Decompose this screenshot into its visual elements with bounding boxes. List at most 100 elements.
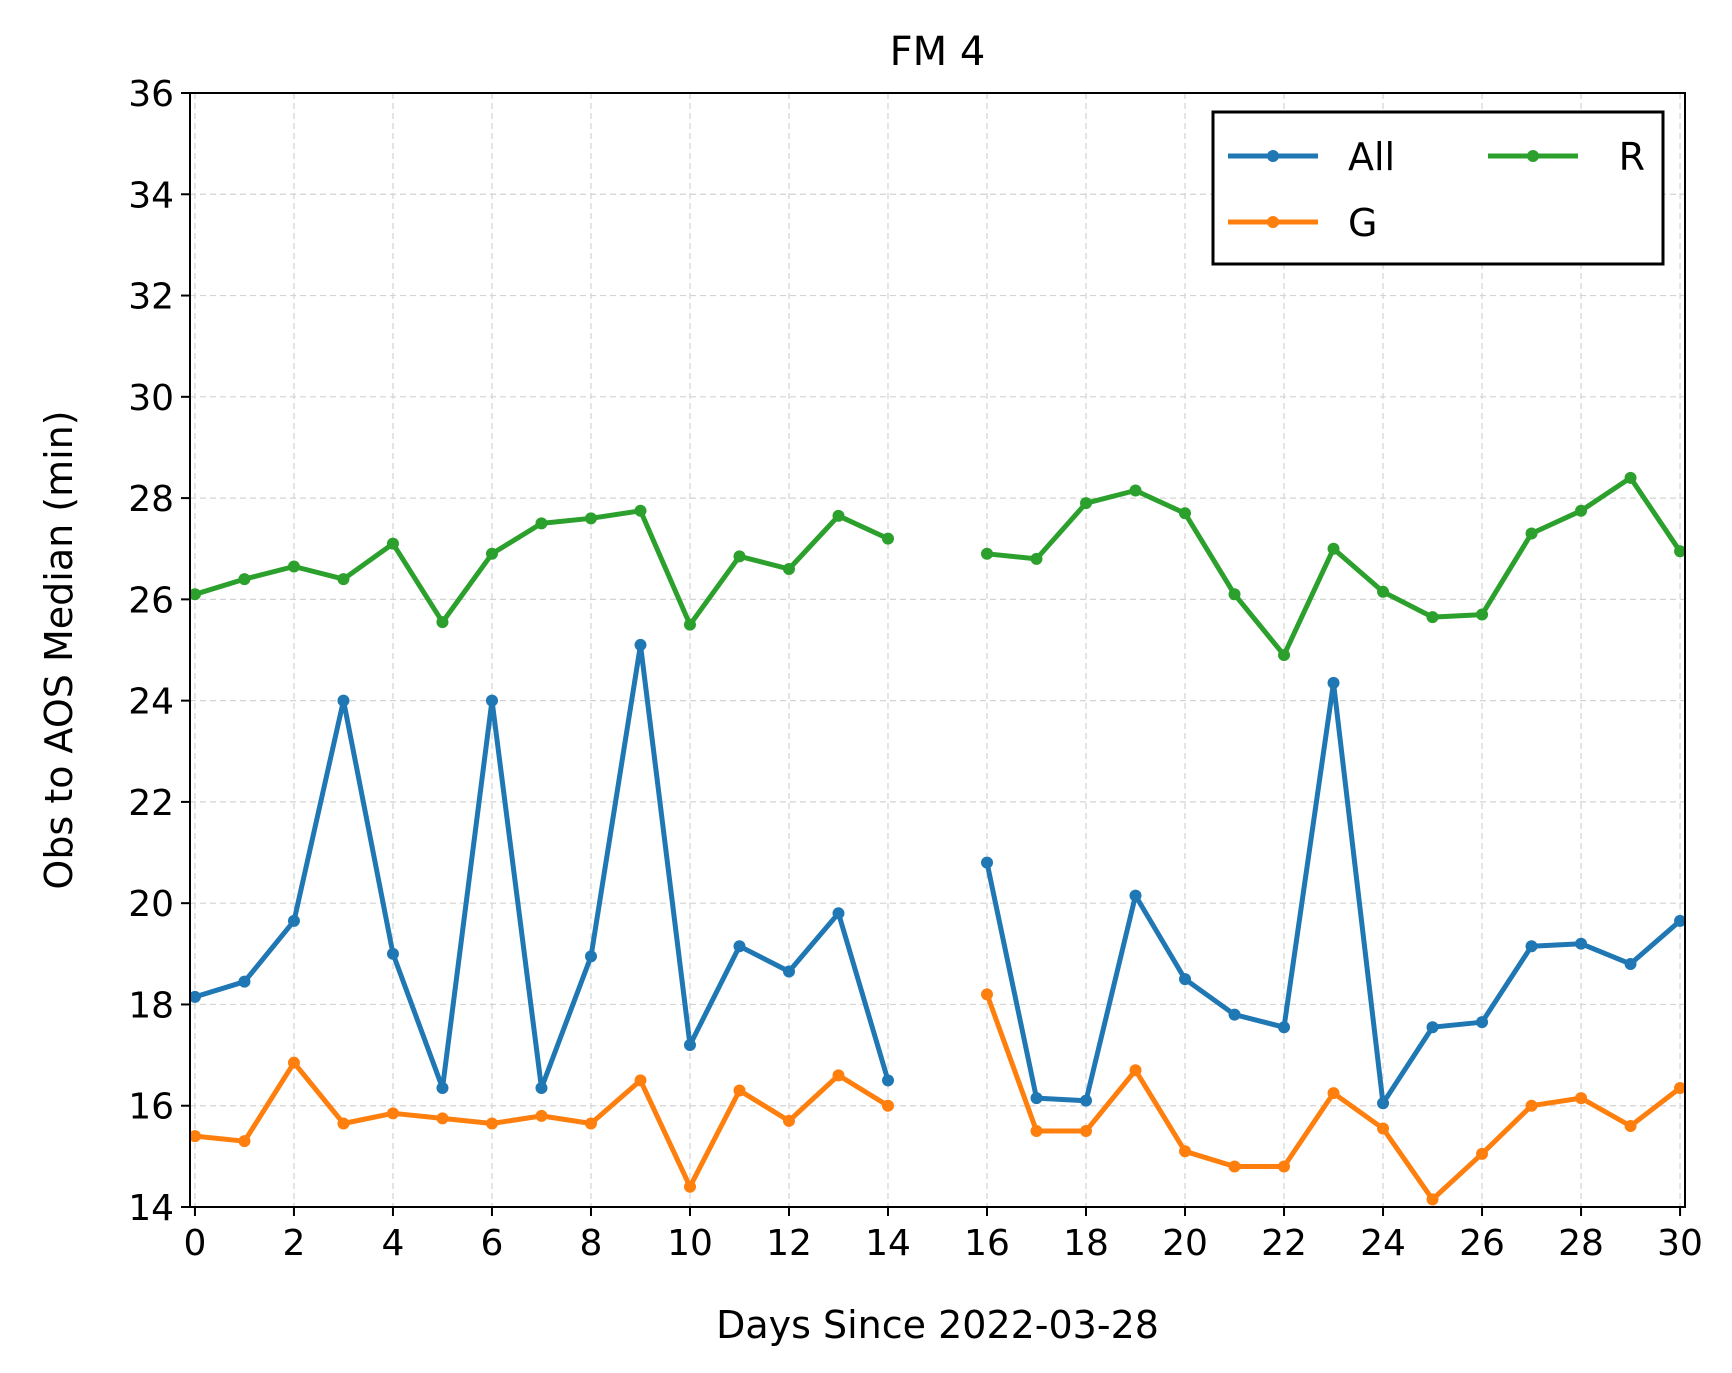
x-tick-label: 28 [1558,1223,1604,1264]
data-point-All [337,694,350,707]
data-point-R [1575,504,1588,517]
data-point-All [683,1038,696,1051]
data-point-R [337,573,350,586]
data-point-All [1674,914,1687,927]
series-G [188,988,1687,1206]
y-axis-title: Obs to AOS Median (min) [37,410,81,889]
data-point-R [1674,545,1687,558]
data-point-G [1426,1193,1439,1206]
data-point-G [782,1114,795,1127]
x-tick-label: 24 [1360,1223,1406,1264]
data-point-R [881,532,894,545]
data-point-G [386,1107,399,1120]
plot-series [188,471,1687,1206]
data-point-G [733,1084,746,1097]
data-point-R [981,547,994,560]
data-point-R [1129,484,1142,497]
y-tick-label: 20 [128,884,174,925]
data-point-G [1030,1125,1043,1138]
data-point-G [1674,1082,1687,1095]
data-point-R [1327,542,1340,555]
data-point-G [1080,1125,1093,1138]
data-point-G [1624,1119,1637,1132]
data-point-R [386,537,399,550]
data-point-All [584,950,597,963]
data-point-All [1080,1094,1093,1107]
x-tick-label: 2 [283,1223,306,1264]
data-point-All [535,1082,548,1095]
data-point-R [535,517,548,530]
data-point-G [584,1117,597,1130]
data-point-R [584,512,597,525]
data-point-G [1327,1087,1340,1100]
data-point-G [238,1135,251,1148]
data-point-G [981,988,994,1001]
data-point-R [1377,585,1390,598]
chart-title: FM 4 [890,29,986,75]
data-point-G [1228,1160,1241,1173]
data-point-R [832,509,845,522]
legend-label-R: R [1619,135,1645,179]
data-point-All [1575,937,1588,950]
data-point-G [287,1056,300,1069]
data-point-All [287,914,300,927]
x-axis-title: Days Since 2022-03-28 [716,1303,1159,1347]
series-line-All [984,680,1683,1106]
legend-label-G: G [1348,201,1377,245]
x-tick-label: 30 [1657,1223,1703,1264]
data-point-All [1129,889,1142,902]
y-tick-label: 36 [128,74,174,115]
data-point-R [733,550,746,563]
data-point-All [782,965,795,978]
data-point-All [733,940,746,953]
data-point-R [782,562,795,575]
y-tick-label: 16 [128,1087,174,1128]
y-tick-label: 22 [128,783,174,824]
data-point-All [1327,676,1340,689]
data-point-R [683,618,696,631]
series-All [188,638,1687,1110]
data-point-G [1525,1099,1538,1112]
data-point-G [683,1180,696,1193]
data-point-R [238,573,251,586]
data-point-R [1228,588,1241,601]
legend: All G R [1211,110,1665,266]
x-tick-label: 26 [1459,1223,1505,1264]
data-point-All [1179,973,1192,986]
data-point-All [1278,1021,1291,1034]
y-tick-label: 32 [128,277,174,318]
legend-marker-G [1267,216,1279,228]
data-point-All [436,1082,449,1095]
x-tick-label: 18 [1063,1223,1109,1264]
data-point-G [1129,1064,1142,1077]
x-tick-label: 20 [1162,1223,1208,1264]
data-point-R [634,504,647,517]
data-point-All [1228,1008,1241,1021]
axis-ticks: 0 2 4 6 8 10 12 14 16 18 20 22 24 26 28 301416182022242… [128,74,1703,1264]
x-tick-label: 10 [667,1223,713,1264]
data-point-All [238,975,251,988]
data-point-All [1525,940,1538,953]
data-point-All [1426,1021,1439,1034]
data-point-G [535,1109,548,1122]
data-point-R [1426,611,1439,624]
data-point-G [1278,1160,1291,1173]
x-tick-label: 8 [580,1223,603,1264]
y-tick-label: 28 [128,479,174,520]
data-point-R [1525,527,1538,540]
data-point-All [634,638,647,651]
data-point-All [1377,1097,1390,1110]
x-tick-label: 12 [766,1223,812,1264]
data-point-All [981,856,994,869]
data-point-G [1476,1147,1489,1160]
data-point-All [386,947,399,960]
legend-label-All: All [1348,135,1395,179]
y-tick-label: 18 [128,985,174,1026]
plot-area-frame [189,92,1686,1208]
data-point-All [485,694,498,707]
legend-box [1211,110,1665,266]
data-point-R [188,588,201,601]
x-tick-label: 6 [481,1223,504,1264]
y-tick-label: 30 [128,378,174,419]
